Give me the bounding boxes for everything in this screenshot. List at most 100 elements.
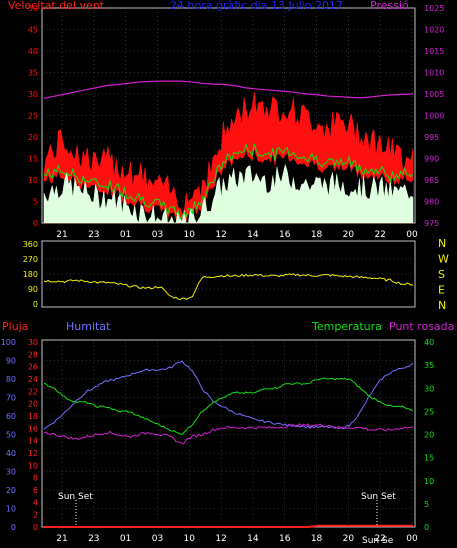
rain-y-tick: 30 — [28, 338, 38, 347]
pressure-y-tick: 1015 — [424, 47, 444, 56]
wind-x-tick: 18 — [311, 230, 323, 240]
rain-y-tick: 4 — [33, 498, 38, 507]
temperature-y-tick: 30 — [424, 384, 434, 393]
humidity-x-tick: 12 — [215, 534, 226, 544]
humidity-x-tick: 16 — [279, 534, 291, 544]
humidity-x-tick: 01 — [120, 534, 131, 544]
humidity-x-axis-labels: 21 23 01 03 10 12 14 16 18 20 22 00 — [56, 534, 418, 544]
rain-y-tick: 10 — [28, 461, 38, 470]
pressure-y-tick: 1025 — [424, 4, 444, 13]
humidity-line — [43, 360, 414, 430]
humidity-y-tick: 100 — [1, 338, 16, 347]
direction-line — [43, 273, 414, 301]
humidity-x-tick: 20 — [343, 534, 355, 544]
wind-x-tick: 16 — [279, 230, 291, 240]
temperature-label: Temperatura — [311, 320, 382, 333]
sunrise-overlap-label: Sun Se — [362, 536, 394, 544]
pressure-y-tick: 995 — [424, 133, 439, 142]
humidity-x-tick: 21 — [56, 534, 67, 544]
pressure-label: Pressió — [370, 0, 409, 12]
rain-y-tick: 8 — [33, 474, 38, 483]
wind-x-tick: 23 — [88, 230, 99, 240]
temperature-y-axis-labels: 0 5 10 15 20 25 30 35 40 — [424, 338, 434, 532]
humidity-y-tick: 20 — [6, 486, 16, 495]
rain-y-tick: 6 — [33, 486, 38, 495]
chart-title: 24 hora gràfic dia 13 Julio 2017 — [170, 0, 343, 12]
temperature-y-tick: 35 — [424, 361, 434, 370]
rain-y-tick: 20 — [28, 400, 38, 409]
rain-y-tick: 24 — [28, 375, 38, 384]
wind-y-tick: 40 — [28, 47, 38, 56]
humidity-y-tick: 90 — [6, 357, 16, 366]
dewpoint-label: Punt rosada — [389, 320, 454, 333]
wind-y-axis-labels: 0 5 10 15 20 25 30 35 40 45 50 — [28, 4, 38, 228]
humidity-series — [43, 360, 414, 528]
rain-y-tick: 0 — [33, 523, 38, 532]
pressure-line — [43, 80, 414, 99]
wind-y-tick: 45 — [28, 26, 38, 35]
humidity-y-tick: 60 — [6, 412, 16, 421]
sunset-label-1: Sun Set — [58, 492, 93, 502]
rain-y-tick: 18 — [28, 412, 38, 421]
pressure-y-tick: 1010 — [424, 69, 444, 78]
direction-y-tick: 0 — [33, 300, 38, 309]
humidity-x-tick: 22 — [374, 534, 385, 544]
humidity-x-tick: 14 — [247, 534, 259, 544]
pressure-y-tick: 1020 — [424, 26, 444, 35]
wind-label: Velocitat del vent — [8, 0, 105, 12]
compass-letter: E — [438, 284, 445, 297]
rain-y-tick: 22 — [28, 387, 38, 396]
direction-y-axis-labels: 0 90 180 270 360 — [23, 240, 38, 309]
direction-y-tick: 360 — [23, 240, 38, 249]
rain-y-tick: 14 — [28, 437, 38, 446]
direction-series — [43, 273, 414, 301]
wind-x-tick: 10 — [184, 230, 196, 240]
pressure-y-axis-labels: 975 980 985 990 995 1000 1005 1010 1015 1020 1025 — [424, 4, 444, 228]
temperature-y-tick: 0 — [424, 523, 429, 532]
humidity-y-tick: 0 — [11, 523, 16, 532]
compass-letter: W — [438, 253, 449, 266]
wind-y-tick: 25 — [28, 112, 38, 121]
rain-y-tick: 16 — [28, 424, 38, 433]
humidity-y-tick: 70 — [6, 394, 16, 403]
wind-x-tick: 21 — [56, 230, 67, 240]
pressure-y-tick: 975 — [424, 219, 439, 228]
humidity-label: Humitat — [66, 320, 111, 333]
humidity-panel-frame — [41, 339, 416, 528]
humidity-x-tick: 18 — [311, 534, 323, 544]
wind-x-tick: 20 — [343, 230, 355, 240]
rain-label: Pluja — [2, 320, 28, 333]
humidity-x-tick: 00 — [406, 534, 418, 544]
temperature-y-tick: 5 — [424, 500, 429, 509]
pressure-y-tick: 990 — [424, 155, 439, 164]
humidity-y-tick: 10 — [6, 505, 16, 514]
wind-x-tick: 12 — [215, 230, 226, 240]
compass-letter: N — [438, 237, 446, 250]
humidity-y-tick: 80 — [6, 375, 16, 384]
wind-y-tick: 5 — [33, 198, 38, 207]
pressure-y-tick: 980 — [424, 198, 439, 207]
temperature-y-tick: 40 — [424, 338, 434, 347]
direction-panel-frame — [41, 240, 416, 308]
rain-line — [44, 524, 413, 528]
humidity-x-tick: 23 — [88, 534, 99, 544]
wind-y-tick: 50 — [28, 4, 38, 13]
humidity-y-axis-labels: 0 10 20 30 40 50 60 70 80 90 100 — [1, 338, 16, 532]
temperature-y-tick: 15 — [424, 454, 434, 463]
pressure-y-tick: 1000 — [424, 112, 444, 121]
rain-y-tick: 28 — [28, 350, 38, 359]
pressure-y-tick: 1005 — [424, 90, 444, 99]
wind-series — [43, 80, 414, 225]
pressure-y-tick: 985 — [424, 176, 439, 185]
humidity-y-tick: 40 — [6, 449, 16, 458]
wind-x-tick: 01 — [120, 230, 131, 240]
humidity-x-tick: 10 — [184, 534, 196, 544]
wind-min-area — [43, 163, 414, 224]
wind-avg-line — [43, 142, 414, 220]
wind-y-tick: 35 — [28, 69, 38, 78]
direction-y-tick: 180 — [23, 270, 38, 279]
